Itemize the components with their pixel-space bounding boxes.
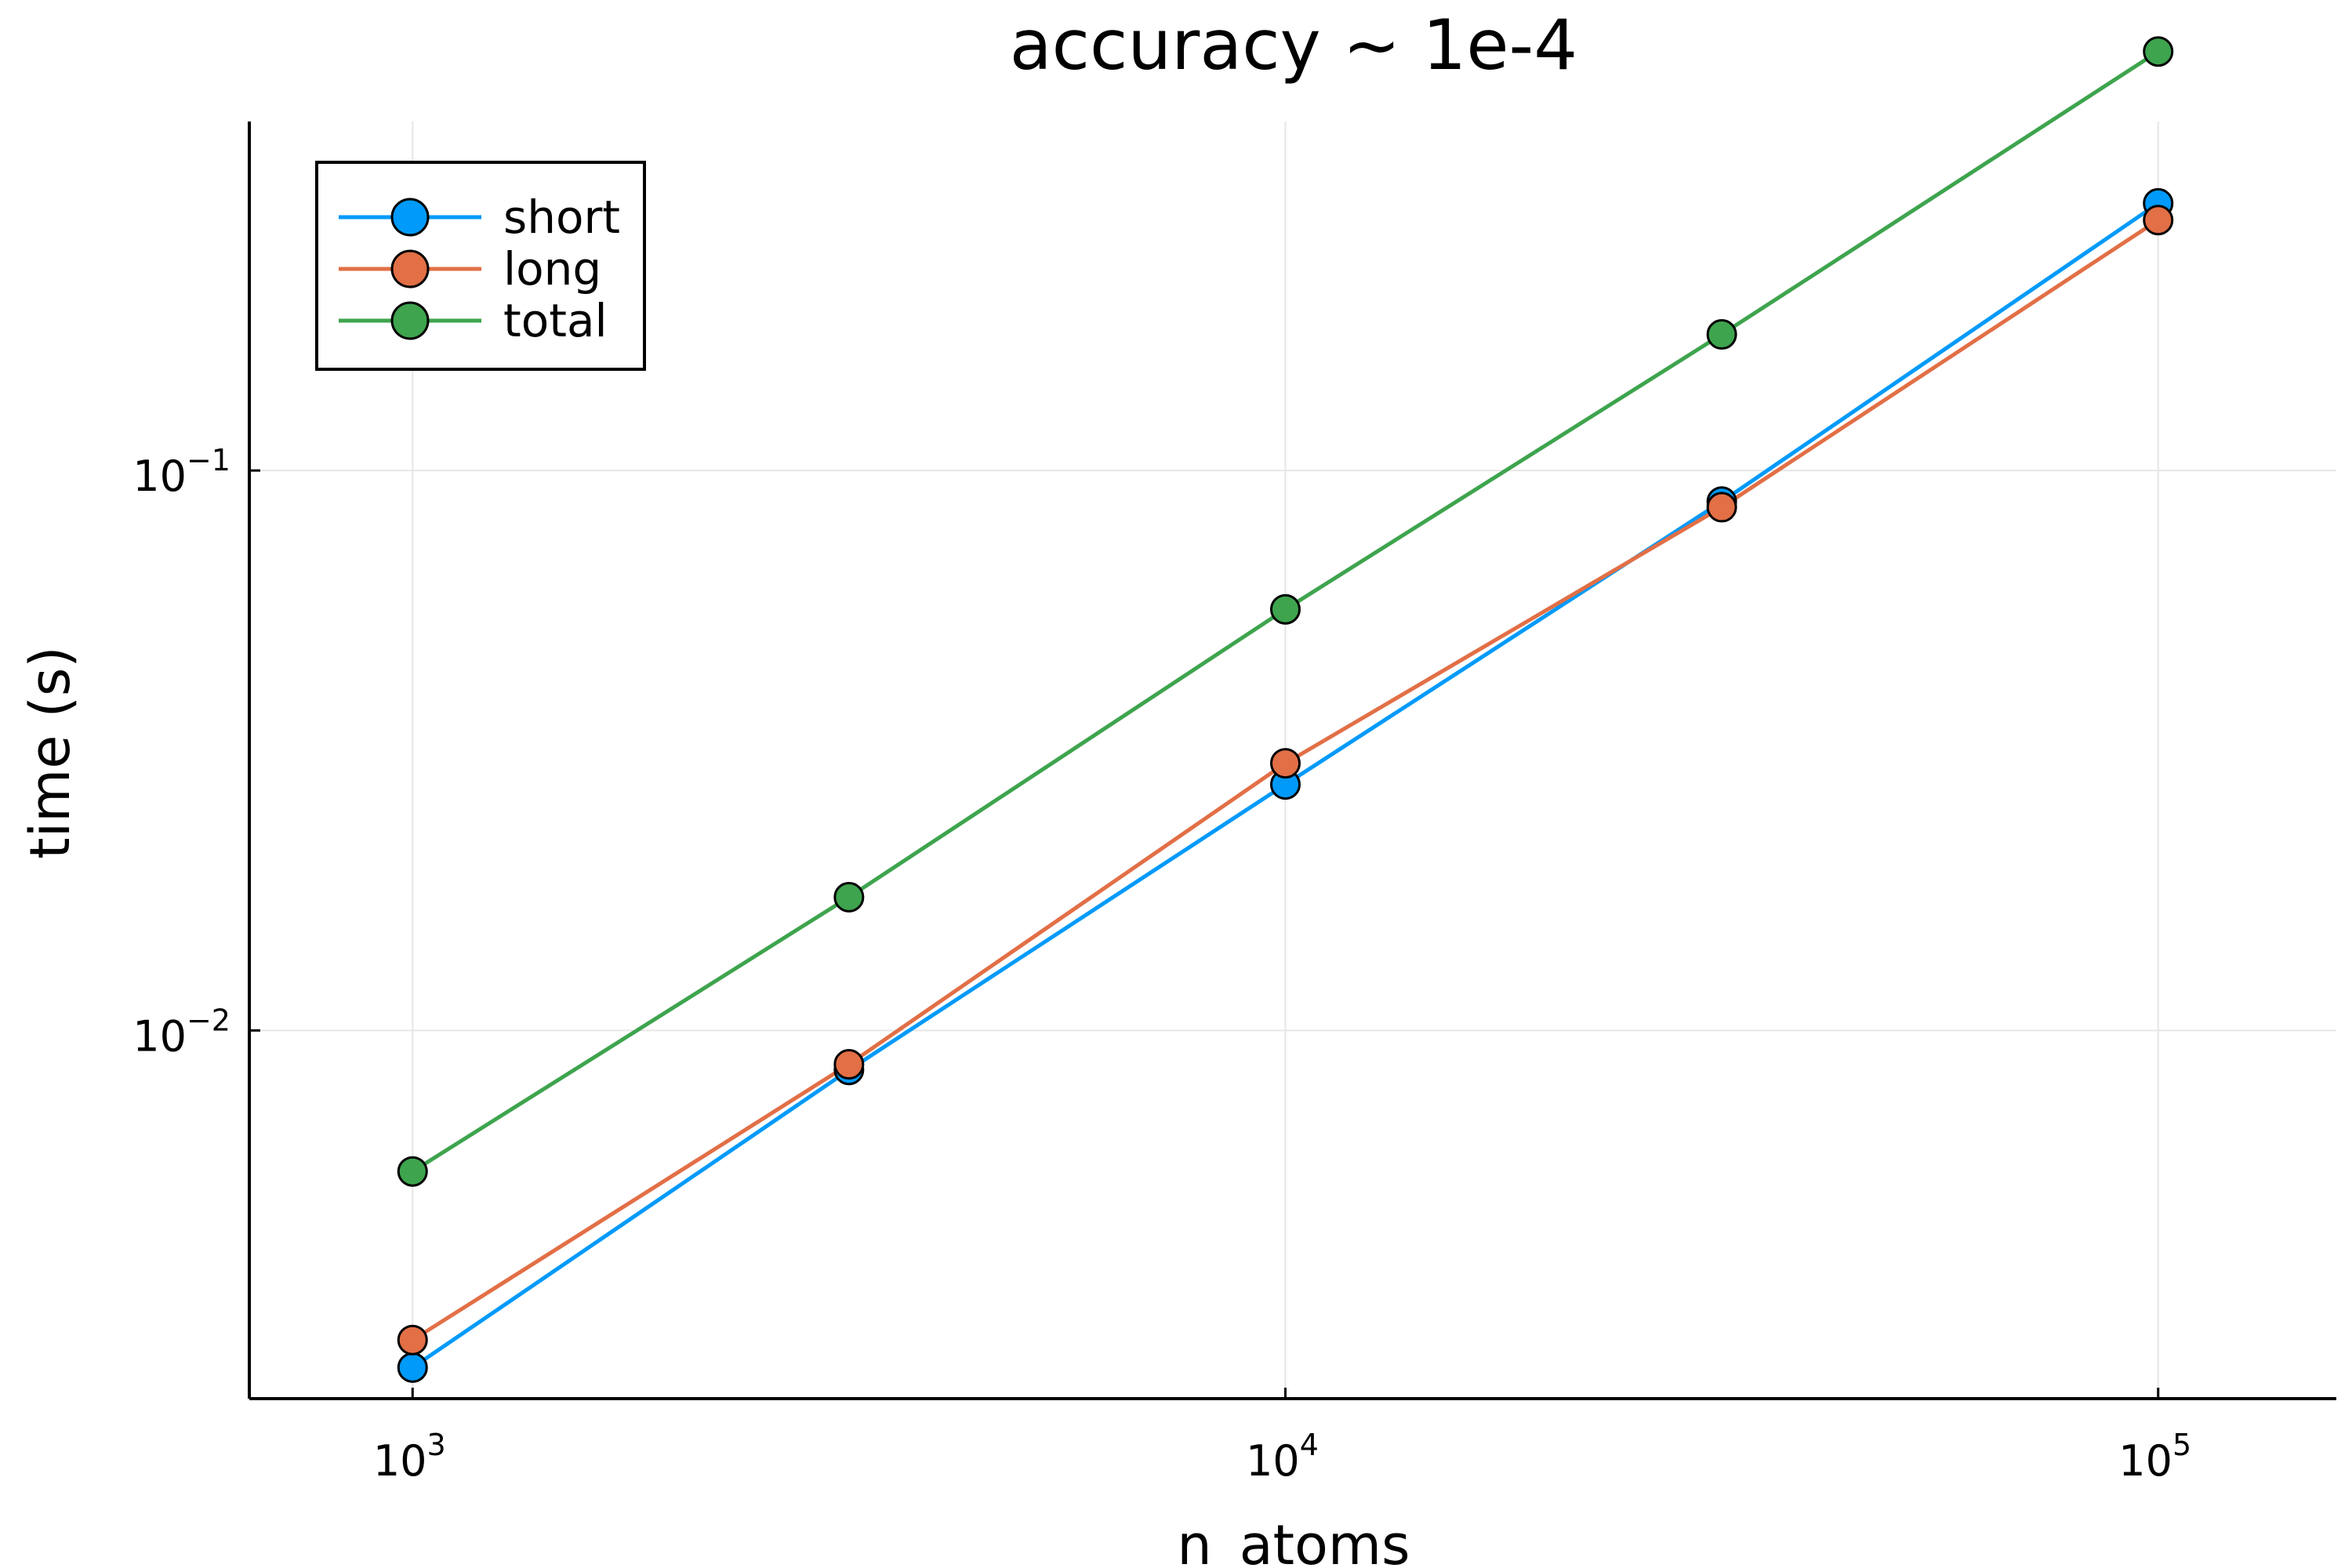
data-point-long-1 [833, 1049, 865, 1080]
data-point-total-1 [833, 881, 865, 913]
data-point-long-4 [2143, 205, 2174, 236]
x-tick-label-0: 103 [373, 1428, 446, 1486]
data-points [397, 36, 2174, 1383]
data-point-total-2 [1270, 593, 1301, 625]
y-tick-label-0: 10−2 [132, 1003, 230, 1061]
legend-box [315, 161, 646, 371]
data-point-total-4 [2143, 36, 2174, 67]
chart-title: accuracy ~ 1e-4 [1010, 5, 1578, 85]
data-point-total-0 [397, 1156, 428, 1187]
legend-marker-total [390, 301, 430, 340]
data-point-short-0 [397, 1352, 428, 1383]
x-axis-label: n_atoms [1177, 1513, 1410, 1568]
x-tick-label-1: 104 [1246, 1428, 1319, 1486]
legend-label-total: total [503, 294, 608, 347]
legend-marker-short [390, 198, 430, 237]
data-point-long-3 [1706, 492, 1737, 523]
data-point-long-0 [397, 1324, 428, 1356]
data-point-long-2 [1270, 748, 1301, 779]
axes [248, 122, 2336, 1400]
legend-marker-long [390, 249, 430, 289]
y-tick-label-1: 10−1 [132, 443, 230, 501]
tick-labels: 103 104 105 10−2 10−1 [132, 443, 2191, 1486]
y-axis-label: time (s) [18, 646, 82, 859]
legend-label-short: short [503, 191, 620, 244]
x-tick-label-2: 105 [2118, 1428, 2191, 1486]
legend-label-long: long [503, 242, 601, 296]
data-point-total-3 [1706, 319, 1737, 350]
